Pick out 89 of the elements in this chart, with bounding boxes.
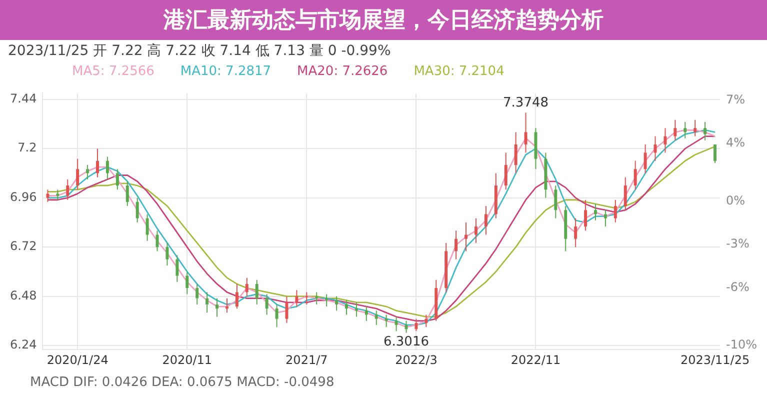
y2-tick-label: -3% <box>726 236 750 251</box>
candlestick <box>245 277 248 297</box>
candlestick <box>654 136 657 162</box>
y-tick-label: 7.2 <box>18 140 37 155</box>
x-tick-label: 2022/11 <box>510 352 561 367</box>
candlestick <box>176 254 179 282</box>
candlestick <box>664 128 667 154</box>
candlestick <box>584 199 588 232</box>
text: MA5: 7.2566 <box>72 64 154 78</box>
candlestick <box>574 218 578 248</box>
candlestick <box>604 210 607 228</box>
annotation: 6.3016 <box>384 334 430 350</box>
y-tick-label: 7.44 <box>10 91 37 106</box>
candlestick <box>285 296 288 324</box>
y-tick-label: 6.48 <box>10 288 37 302</box>
x-tick-label: 2023/11/25 <box>680 352 750 367</box>
candlestick <box>186 271 189 295</box>
candlestick <box>216 298 219 318</box>
text: MA10: 7.2817 <box>180 64 272 78</box>
candlestick <box>126 180 129 207</box>
y2-tick-label: 7% <box>726 92 746 107</box>
y2-tick-label: 4% <box>726 136 746 150</box>
y-tick-label: 6.96 <box>10 190 37 204</box>
text: MACD DIF: 0.0426 DEA: 0.0675 MACD: -0.0498 <box>29 374 336 392</box>
candlestick <box>275 304 278 328</box>
candlestick <box>305 292 308 305</box>
candlestick <box>524 112 528 154</box>
candlestick <box>454 230 458 260</box>
candlestick <box>295 290 298 308</box>
candlestick <box>106 156 109 180</box>
candlestick <box>315 292 318 305</box>
candlestick <box>704 121 707 141</box>
candlestick <box>674 119 677 141</box>
candlestick <box>714 144 717 164</box>
candlestick <box>384 314 388 328</box>
candlestick <box>86 164 90 180</box>
y-tick-label: 6.24 <box>10 338 37 352</box>
candlestick <box>335 296 338 312</box>
candlestick <box>235 283 238 310</box>
candlestick <box>146 214 149 242</box>
candlestick <box>464 222 468 252</box>
x-tick-label: 2021/7 <box>286 352 328 367</box>
candlestick <box>364 306 368 322</box>
candlestick <box>694 119 697 137</box>
chart-title: 港汇最新动态与市场展望，今日经济趋势分析 <box>0 0 767 40</box>
candlestick <box>414 318 418 332</box>
x-tick-label: 2020/1/24 <box>46 352 108 367</box>
candlestick <box>196 283 199 305</box>
x-tick-label: 2020/11 <box>162 352 212 367</box>
candlestick <box>166 242 169 266</box>
candlestick <box>116 168 119 190</box>
candlestick <box>394 316 398 332</box>
text: MA20: 7.2626 <box>297 64 388 78</box>
candlestick <box>255 279 258 305</box>
candlestick <box>554 185 558 219</box>
candlestick <box>504 152 508 190</box>
candlestick <box>354 302 358 318</box>
candlestick <box>474 218 478 244</box>
candlestick <box>514 132 518 174</box>
candlestick <box>484 206 488 236</box>
x-tick-label: 2022/3 <box>395 352 438 367</box>
candlestick <box>46 189 50 202</box>
y2-tick-label: 0% <box>726 193 746 208</box>
candlestick <box>684 121 687 139</box>
candlestick <box>156 230 159 252</box>
candlestick <box>644 144 647 174</box>
text: MA30: 7.2104 <box>414 64 504 78</box>
y-tick-label: 6.72 <box>10 239 37 254</box>
candlestick <box>66 178 70 200</box>
candlestick <box>265 294 268 316</box>
candlestick <box>624 176 627 211</box>
candlestick <box>225 298 228 314</box>
candlestick <box>614 199 617 223</box>
y2-tick-label: -6% <box>726 280 750 294</box>
candlestick <box>404 320 408 334</box>
candlestick <box>56 189 60 200</box>
candlestick <box>634 160 637 190</box>
y2-tick-label: -10% <box>726 337 758 352</box>
candlestick <box>374 310 378 326</box>
text: 2023/11/25 开 7.22 高 7.22 收 7.14 低 7.13 量 0 -0.99% <box>7 42 392 61</box>
candlestick <box>136 197 139 223</box>
candlestick <box>345 300 348 316</box>
candlestick <box>424 314 428 328</box>
candlestick <box>96 148 99 178</box>
candlestick <box>325 294 328 308</box>
annotation: 7.3748 <box>503 96 549 111</box>
candlestick <box>76 158 80 190</box>
candlestick <box>206 292 209 314</box>
candlestick <box>594 203 597 221</box>
